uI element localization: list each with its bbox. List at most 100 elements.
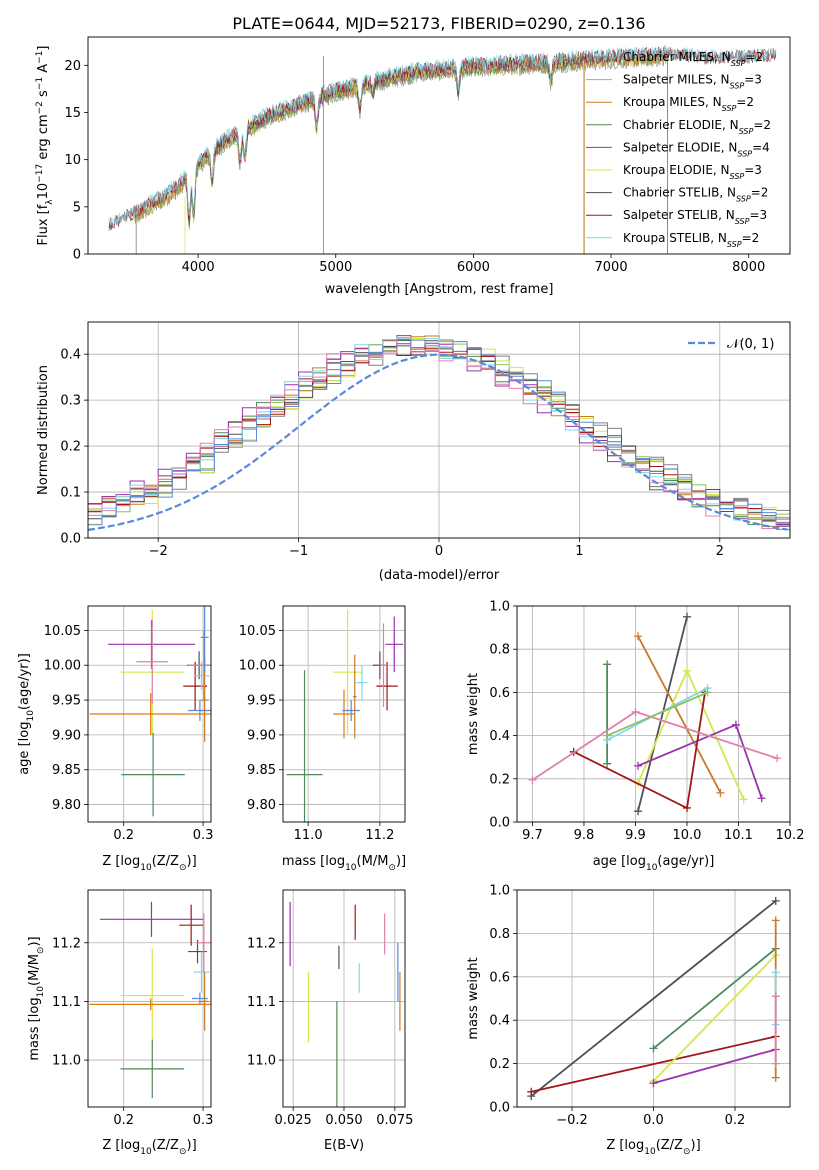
y-tick-label: 0.2 [60, 440, 81, 455]
x-tick-label: 10.2 [776, 828, 805, 843]
y-tick-label: 11.1 [247, 995, 276, 1010]
x-tick-label: 0.2 [725, 1113, 746, 1128]
xlabel-axis-label: (data-model)/error [379, 568, 500, 583]
y-tick-label: 11.0 [52, 1054, 81, 1069]
massweight-series-line [652, 954, 777, 1082]
x-tick-label: −2 [149, 544, 168, 559]
y-tick-label: 0.8 [489, 643, 510, 658]
legend-entry: Salpeter STELIB, NSSP=3 [623, 208, 767, 226]
y-tick-label: 0 [73, 248, 81, 263]
legend-entry: 𝒩(0, 1) [727, 337, 774, 352]
x-tick-label: 0.2 [113, 828, 134, 843]
ylabel-axis-label: age [log10(age/yr)] [17, 653, 36, 775]
massweight-point-marker [603, 759, 612, 768]
ylabel-axis-label: mass weight [466, 957, 481, 1039]
y-tick-label: 9.95 [247, 694, 276, 709]
ylabel-axis-label: mass [log10(M/M⊙)] [27, 936, 46, 1060]
x-tick-label: 0 [435, 544, 443, 559]
massweight-point-marker [682, 666, 691, 675]
y-tick-label: 9.80 [52, 798, 81, 813]
spectrum-line-chabrier-stelib [108, 47, 777, 230]
residuals-histogram-panel: −2 −1 0 1 2 0.0 0.1 0.2 0.3 0.4 (data-model)/error… [36, 321, 791, 583]
y-tick-label: 11.2 [247, 936, 276, 951]
x-tick-label: 0.0 [643, 1113, 664, 1128]
x-tick-label: 9.7 [522, 828, 543, 843]
spectrum-line-salpeter-stelib [108, 46, 777, 231]
histogram-step-kroupa-stelib [88, 337, 790, 526]
y-tick-label: 11.1 [52, 995, 81, 1010]
xlabel-axis-label: mass [log10(M/M⊙)] [282, 854, 406, 873]
plot-area [289, 901, 401, 1107]
legend-entry: Salpeter ELODIE, NSSP=4 [623, 140, 770, 158]
gaussian-reference-curve [88, 353, 788, 531]
ylabel-axis-label: mass weight [466, 673, 481, 755]
massweight-series-line [653, 1048, 776, 1084]
x-tick-label: 11.2 [365, 828, 394, 843]
legend-entry: Salpeter MILES, NSSP=3 [623, 73, 762, 91]
massweight-series-line [637, 616, 688, 812]
y-tick-label: 10.05 [239, 624, 276, 639]
y-tick-label: 11.0 [247, 1054, 276, 1069]
massweight-point-marker [603, 660, 612, 669]
massweight-point-marker [773, 754, 782, 763]
massweight-point-marker [634, 761, 643, 770]
y-tick-label: 0.2 [489, 1057, 510, 1072]
axes-frame [282, 889, 406, 1108]
y-tick-label: 0.8 [489, 927, 510, 942]
massweight-point-marker [649, 1044, 658, 1053]
axes-frame [516, 889, 791, 1108]
y-tick-label: 9.90 [247, 728, 276, 743]
plot-area [89, 901, 211, 1099]
y-tick-label: 10.00 [239, 659, 276, 674]
massweight-point-marker [703, 688, 712, 697]
y-tick-label: 0.0 [489, 816, 510, 831]
xlabel-axis-label: wavelength [Angstrom, rest frame] [325, 282, 554, 297]
y-tick-label: 9.85 [247, 763, 276, 778]
x-tick-label: 0.025 [275, 1113, 312, 1128]
x-tick-label: 0.3 [193, 1113, 214, 1128]
age-vs-metallicity-panel: 0.2 0.3 9.80 9.85 9.90 9.95 10.00 10.05 Z [log10… [17, 605, 214, 873]
y-tick-label: 0.0 [489, 1101, 510, 1116]
massweight-point-marker [603, 731, 612, 740]
massweight-point-marker [771, 896, 780, 905]
massweight-series-line [606, 691, 708, 737]
x-tick-label: 9.9 [625, 828, 646, 843]
y-tick-label: 15 [64, 106, 81, 121]
y-tick-label: 0.4 [489, 1014, 510, 1029]
x-tick-label: 0.3 [193, 828, 214, 843]
x-tick-label: −0.2 [556, 1113, 588, 1128]
xlabel-axis-label: E(B-V) [324, 1138, 364, 1153]
massweight-series-line [531, 1035, 776, 1093]
x-tick-label: 6000 [457, 260, 490, 275]
massweight-point-marker [716, 788, 725, 797]
legend-entry: Kroupa MILES, NSSP=2 [623, 95, 754, 113]
spectrum-line-kroupa-stelib [108, 44, 777, 228]
y-tick-label: 9.80 [247, 798, 276, 813]
x-tick-label: 2 [716, 544, 724, 559]
legend-entry: Chabrier MILES, NSSP=2 [623, 50, 763, 68]
y-tick-label: 5 [73, 200, 81, 215]
massweight-point-marker [771, 992, 780, 1001]
massweight-series-line [530, 900, 777, 1097]
xlabel-axis-label: age [log10(age/yr)] [593, 854, 715, 873]
x-tick-label: 0.050 [325, 1113, 362, 1128]
mass-vs-ebv-panel: 0.025 0.050 0.075 11.0 11.1 11.2 E(B-V) [247, 889, 413, 1153]
histogram-step-pink [88, 336, 790, 529]
massweight-point-marker [757, 794, 766, 803]
x-tick-label: 11.0 [294, 828, 323, 843]
ylabel-axis-label: Normed distribution [36, 365, 51, 495]
y-tick-label: 10 [64, 153, 81, 168]
spectrum-panel: 4000 5000 6000 7000 8000 0 5 10 15 20 wavelength [… [35, 36, 791, 297]
axes-frame [87, 36, 791, 255]
massweight-point-marker [739, 795, 748, 804]
y-tick-label: 20 [64, 59, 81, 74]
massweight-vs-metallicity-panel: −0.2 0.0 0.2 0.0 0.2 0.4 0.6 0.8 1.0 Z [log10(Z/Z… [466, 884, 791, 1157]
massweight-series-line [652, 947, 777, 1050]
plot-area [108, 44, 777, 254]
massweight-point-marker [682, 612, 691, 621]
y-tick-label: 0.4 [60, 348, 81, 363]
y-tick-label: 9.85 [52, 763, 81, 778]
plot-area [89, 606, 211, 817]
spectrum-line-kroupa-miles [134, 51, 668, 229]
